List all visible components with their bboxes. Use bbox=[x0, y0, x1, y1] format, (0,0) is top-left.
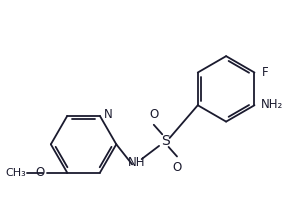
Text: S: S bbox=[161, 134, 170, 148]
Text: O: O bbox=[172, 161, 182, 174]
Text: NH: NH bbox=[128, 156, 145, 169]
Text: CH₃: CH₃ bbox=[5, 168, 26, 178]
Text: NH₂: NH₂ bbox=[261, 98, 283, 111]
Text: N: N bbox=[104, 108, 113, 121]
Text: O: O bbox=[36, 166, 45, 179]
Text: F: F bbox=[262, 66, 268, 79]
Text: O: O bbox=[149, 108, 159, 121]
